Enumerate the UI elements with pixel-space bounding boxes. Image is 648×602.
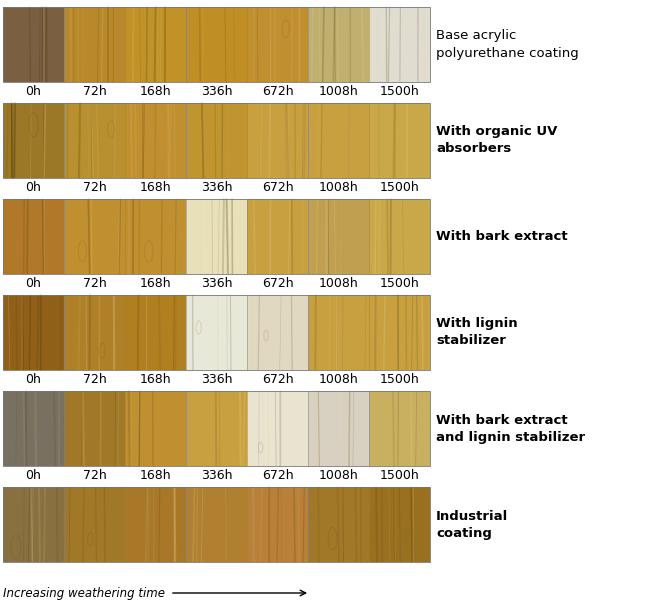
Text: 672h: 672h: [262, 373, 294, 386]
Bar: [186, 487, 247, 562]
Text: 1008h: 1008h: [319, 181, 358, 194]
Bar: [3, 7, 430, 82]
Text: 72h: 72h: [83, 470, 106, 482]
Bar: [64, 199, 125, 274]
Text: 168h: 168h: [140, 470, 171, 482]
Text: 672h: 672h: [262, 470, 294, 482]
Text: 0h: 0h: [25, 181, 41, 194]
Bar: [369, 391, 430, 466]
Bar: [308, 391, 369, 466]
Bar: [308, 103, 369, 178]
Text: 168h: 168h: [140, 278, 171, 290]
Text: 1500h: 1500h: [380, 85, 419, 98]
Bar: [125, 199, 186, 274]
Text: 672h: 672h: [262, 278, 294, 290]
Text: 1008h: 1008h: [319, 85, 358, 98]
Text: 672h: 672h: [262, 181, 294, 194]
Text: 1500h: 1500h: [380, 470, 419, 482]
Bar: [3, 295, 430, 370]
Bar: [125, 487, 186, 562]
Text: 72h: 72h: [83, 85, 106, 98]
Bar: [308, 295, 369, 370]
Text: 0h: 0h: [25, 85, 41, 98]
Bar: [369, 295, 430, 370]
Text: 168h: 168h: [140, 181, 171, 194]
Bar: [3, 103, 64, 178]
Bar: [247, 487, 308, 562]
Bar: [247, 7, 308, 82]
Bar: [3, 487, 64, 562]
Bar: [369, 487, 430, 562]
Bar: [3, 7, 64, 82]
Bar: [3, 103, 430, 178]
Bar: [3, 295, 64, 370]
Bar: [247, 295, 308, 370]
Text: 336h: 336h: [201, 278, 232, 290]
Bar: [3, 391, 430, 466]
Bar: [64, 103, 125, 178]
Text: 72h: 72h: [83, 373, 106, 386]
Text: 0h: 0h: [25, 278, 41, 290]
Bar: [308, 199, 369, 274]
Text: 1008h: 1008h: [319, 470, 358, 482]
Bar: [64, 295, 125, 370]
Bar: [3, 199, 430, 274]
Bar: [369, 199, 430, 274]
Text: Industrial
coating: Industrial coating: [436, 509, 508, 539]
Bar: [186, 391, 247, 466]
Text: 72h: 72h: [83, 278, 106, 290]
Bar: [308, 487, 369, 562]
Bar: [186, 7, 247, 82]
Text: 336h: 336h: [201, 470, 232, 482]
Bar: [369, 7, 430, 82]
Bar: [125, 391, 186, 466]
Bar: [64, 7, 125, 82]
Text: 168h: 168h: [140, 373, 171, 386]
Text: 0h: 0h: [25, 373, 41, 386]
Text: 672h: 672h: [262, 85, 294, 98]
Bar: [125, 7, 186, 82]
Text: 1500h: 1500h: [380, 373, 419, 386]
Text: 1500h: 1500h: [380, 181, 419, 194]
Bar: [125, 295, 186, 370]
Bar: [64, 487, 125, 562]
Bar: [3, 391, 64, 466]
Text: With organic UV
absorbers: With organic UV absorbers: [436, 125, 557, 155]
Text: 72h: 72h: [83, 181, 106, 194]
Text: Increasing weathering time: Increasing weathering time: [3, 586, 165, 600]
Bar: [125, 103, 186, 178]
Bar: [3, 487, 430, 562]
Bar: [308, 7, 369, 82]
Text: 0h: 0h: [25, 470, 41, 482]
Text: 1008h: 1008h: [319, 278, 358, 290]
Text: 1008h: 1008h: [319, 373, 358, 386]
Bar: [64, 391, 125, 466]
Text: With bark extract
and lignin stabilizer: With bark extract and lignin stabilizer: [436, 414, 585, 444]
Text: With lignin
stabilizer: With lignin stabilizer: [436, 317, 518, 347]
Bar: [247, 103, 308, 178]
Bar: [247, 199, 308, 274]
Text: 336h: 336h: [201, 181, 232, 194]
Bar: [186, 199, 247, 274]
Bar: [186, 103, 247, 178]
Bar: [3, 199, 64, 274]
Bar: [247, 391, 308, 466]
Text: With bark extract: With bark extract: [436, 230, 568, 243]
Text: Base acrylic
polyurethane coating: Base acrylic polyurethane coating: [436, 29, 579, 60]
Text: 336h: 336h: [201, 85, 232, 98]
Bar: [369, 103, 430, 178]
Text: 1500h: 1500h: [380, 278, 419, 290]
Text: 336h: 336h: [201, 373, 232, 386]
Bar: [186, 295, 247, 370]
Text: 168h: 168h: [140, 85, 171, 98]
